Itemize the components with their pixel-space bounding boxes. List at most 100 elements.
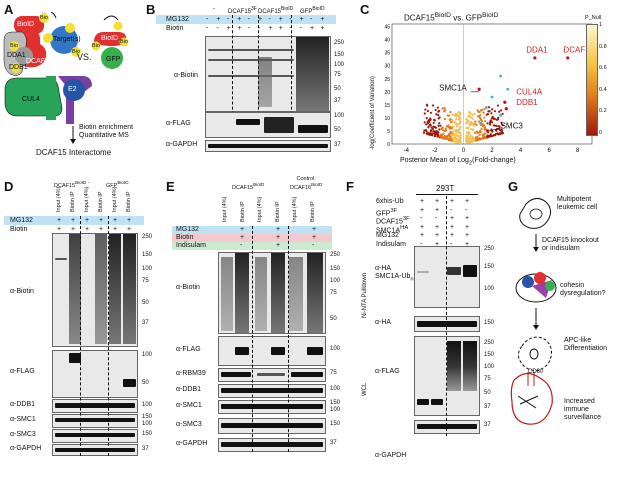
- c-point: [498, 110, 501, 113]
- c-point: [479, 109, 483, 112]
- c-point: [445, 125, 448, 128]
- c-point: [437, 124, 440, 127]
- c-point: [448, 118, 451, 121]
- c-point: [449, 132, 452, 135]
- c-ytick: 0: [387, 142, 390, 148]
- c-point: [473, 131, 477, 134]
- d-tick-flag-100: 100: [142, 352, 153, 358]
- b-value: -: [216, 25, 219, 32]
- c-point: [483, 116, 486, 119]
- f-row-label: SMC1AHA: [376, 224, 409, 235]
- c-xtick: -4: [404, 148, 410, 154]
- e-column-label: Biotin IP: [239, 201, 246, 222]
- e-smc3-blot-label: α-SMC3: [176, 421, 202, 428]
- b-biotin-label: Biotin: [166, 25, 184, 32]
- f-row-label: DCAF153F: [376, 216, 410, 226]
- f-cell-line: 293T: [436, 184, 455, 193]
- c-point-hit: [486, 129, 490, 133]
- f-row-value: +: [435, 232, 440, 240]
- c-point: [451, 119, 454, 122]
- c-ytick: 45: [384, 25, 390, 31]
- b-value: -: [247, 25, 250, 32]
- c-point: [478, 133, 481, 136]
- c-point: [442, 129, 445, 132]
- f-tick-flag-37: 37: [484, 404, 491, 410]
- c-point: [492, 133, 495, 137]
- e-indisulam-value: +: [276, 242, 281, 249]
- c-point: [501, 112, 504, 115]
- c-point: [443, 129, 447, 133]
- c-point: [477, 120, 480, 123]
- c-point: [493, 124, 496, 127]
- c-point-hit: [566, 56, 570, 60]
- b-tick-100: 100: [334, 62, 345, 68]
- f-flag-blot: [414, 336, 480, 416]
- g-text-1: Multipotent leukemic cell: [557, 196, 598, 211]
- c-point: [449, 126, 452, 129]
- d-mg132-value: +: [113, 217, 118, 224]
- e-tick-50: 50: [330, 316, 337, 322]
- f-row-value: +: [435, 198, 440, 205]
- d-group-1: -: [88, 180, 90, 186]
- c-point: [489, 119, 492, 123]
- e-group-0: DCAF15BioID: [232, 182, 265, 191]
- e-gapdh-blot-label: α-GAPDH: [176, 440, 208, 447]
- f-row-value: +: [465, 223, 470, 231]
- c-point: [428, 133, 431, 136]
- g-text-2: DCAF15 knockout or indisulam: [542, 237, 599, 252]
- b-value: +: [216, 16, 221, 23]
- panel-label-e: E: [166, 179, 175, 194]
- panel-label-a: A: [4, 2, 14, 17]
- c-point: [437, 110, 440, 113]
- c-point: [465, 138, 468, 141]
- c-point: [470, 123, 473, 126]
- c-legend-tick: 0.6: [599, 65, 607, 71]
- c-point: [469, 112, 472, 115]
- f-row-value: +: [435, 223, 440, 231]
- f-row-value: +: [435, 206, 440, 214]
- d-column-label: Biotin IP: [126, 191, 132, 212]
- c-point: [452, 139, 456, 142]
- d-biotin-value: +: [71, 226, 76, 233]
- c-point: [441, 126, 444, 129]
- d-ddb1-blot-label: α-DDB1: [10, 401, 36, 408]
- e-tick-smc1-150: 150: [330, 400, 341, 406]
- c-point: [431, 132, 435, 135]
- e-gapdh-blot: [218, 438, 326, 452]
- g-cd80-label: CD80: [528, 369, 544, 375]
- b-tick-75: 75: [334, 72, 341, 78]
- c-point: [426, 104, 429, 107]
- a-bio-tag-4: Bio: [92, 43, 100, 49]
- a-bio-tag-5: Bio: [120, 39, 128, 45]
- c-point: [453, 135, 456, 138]
- d-group-0: DCAF15BioID: [54, 180, 87, 189]
- c-legend-tick: 0.8: [599, 43, 607, 50]
- b-biotin-blot-label: α-Biotin: [174, 72, 198, 79]
- e-tick-smc1-100: 100: [330, 407, 341, 413]
- f-side-wcl: WCL: [362, 382, 368, 396]
- b-value: +: [320, 16, 325, 23]
- d-tick-ddb1: 100: [142, 402, 153, 408]
- c-point: [434, 126, 438, 129]
- c-point: [441, 135, 444, 139]
- b-biotin-blot: [205, 36, 331, 112]
- c-point: [451, 121, 454, 124]
- c-point: [482, 137, 485, 140]
- d-mg132-strip: [4, 216, 144, 225]
- c-ytick: 25: [384, 77, 390, 83]
- c-point-highlight: [506, 87, 510, 91]
- c-point: [456, 141, 459, 144]
- b-value: +: [258, 16, 263, 23]
- c-legend-tick: 0: [599, 129, 603, 136]
- e-ddb1-blot-label: α-DDB1: [176, 386, 202, 393]
- f-row-value: +: [450, 215, 455, 223]
- c-point: [443, 110, 446, 113]
- c-volcano-plot: -4 -2 0 2 4 6 8 0 5 10 15 20 25 30 35 40 45 DDA1 DCAF15 CUL…: [384, 23, 595, 154]
- d-tick-50: 50: [142, 300, 149, 306]
- panel-a-diagram: [3, 12, 129, 144]
- b-tick-150: 150: [334, 52, 345, 58]
- d-column-label: Input (4%): [112, 186, 118, 212]
- d-gapdh-blot: [52, 444, 138, 456]
- d-biotin-value: +: [57, 226, 62, 233]
- d-mg132-value: +: [99, 217, 104, 224]
